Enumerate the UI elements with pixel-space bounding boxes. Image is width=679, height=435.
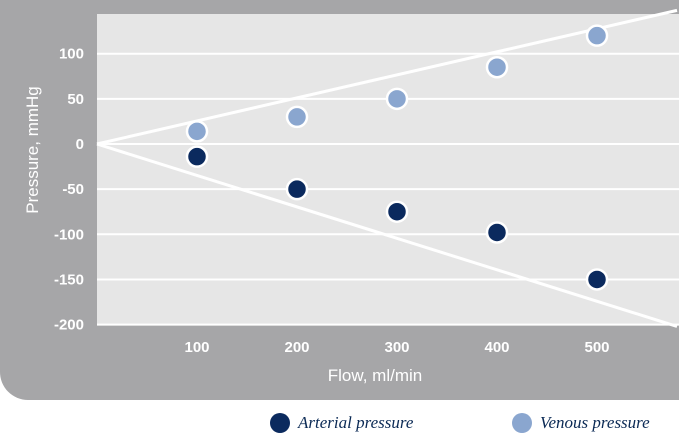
y-tick-label: -100 — [54, 226, 84, 243]
data-points — [185, 24, 609, 291]
legend-label-arterial: Arterial pressure — [298, 412, 414, 432]
x-tick-labels: 100 200 300 400 500 — [184, 339, 609, 356]
y-tick-label: -200 — [54, 317, 84, 334]
arterial-point — [185, 145, 209, 168]
arterial-point — [485, 221, 509, 244]
arterial-point — [385, 200, 409, 223]
y-tick-labels: 100 50 0 -50 -100 -150 -200 — [54, 46, 84, 334]
x-axis-label: Flow, ml/min — [328, 366, 422, 385]
trend-line — [96, 142, 678, 328]
venous-point — [585, 24, 609, 47]
x-tick-label: 400 — [484, 339, 509, 356]
arterial-point — [285, 177, 309, 201]
y-tick-label: 0 — [76, 136, 84, 153]
venous-point — [185, 120, 209, 143]
plot-area — [97, 14, 679, 324]
chart-card: 100 50 0 -50 -100 -150 -200 100 200 300 400 500 Pr… — [0, 0, 679, 400]
x-tick-label: 200 — [284, 339, 309, 356]
arterial-point — [585, 268, 609, 291]
y-axis-label: Pressure, mmHg — [23, 86, 42, 214]
legend-item-arterial: Arterial pressure — [270, 410, 413, 435]
arterial-swatch-icon — [270, 412, 290, 433]
y-tick-label: -150 — [54, 271, 84, 288]
venous-point — [385, 87, 409, 111]
venous-point — [485, 55, 509, 79]
x-tick-label: 300 — [384, 339, 409, 356]
y-tick-label: 100 — [59, 46, 84, 63]
legend-item-venous: Venous pressure — [512, 410, 650, 435]
venous-swatch-icon — [512, 412, 532, 433]
y-tick-label: -50 — [62, 181, 84, 198]
x-tick-label: 500 — [584, 339, 609, 356]
legend-label-venous: Venous pressure — [540, 412, 650, 432]
venous-point — [285, 105, 309, 129]
legend: Arterial pressure Venous pressure — [0, 410, 679, 435]
y-tick-label: 50 — [67, 91, 84, 108]
x-tick-label: 100 — [184, 339, 209, 356]
